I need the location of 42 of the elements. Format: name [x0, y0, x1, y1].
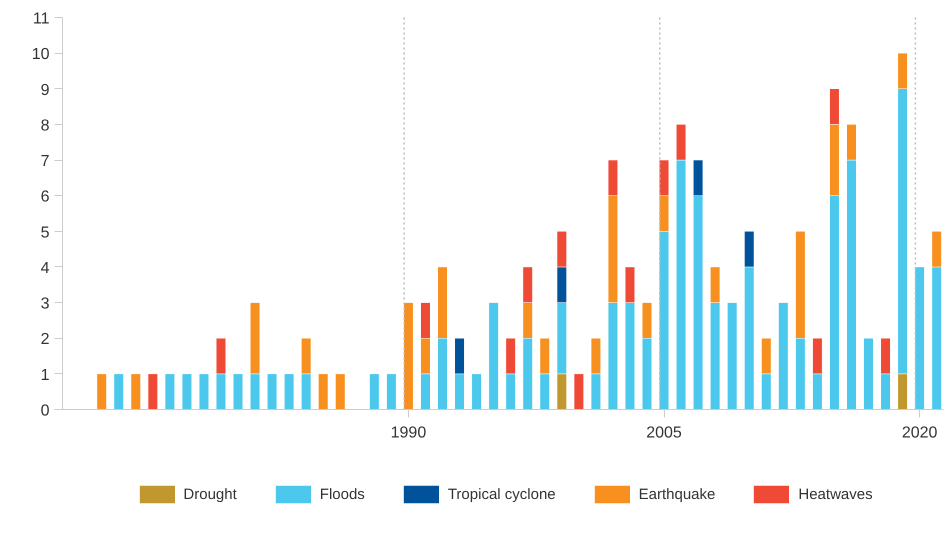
bar — [864, 338, 874, 410]
y-tick-label: 8 — [40, 117, 50, 134]
x-tick-label: 1990 — [390, 424, 426, 442]
x-tick-label: 2020 — [902, 424, 938, 442]
bar — [182, 374, 192, 410]
bar — [284, 374, 294, 410]
bar — [130, 374, 141, 410]
bar — [96, 374, 107, 410]
y-tick-label: 11 — [32, 10, 50, 28]
bar — [148, 374, 158, 410]
bar — [574, 374, 584, 410]
y-tick-label: 5 — [40, 224, 50, 242]
y-tick-label: 3 — [40, 296, 50, 313]
x-tick-label: 2005 — [646, 424, 682, 442]
legend-label: Heatwaves — [798, 486, 873, 502]
legend-label: Floods — [320, 486, 365, 502]
y-tick-label: 1 — [40, 366, 50, 384]
bar — [778, 302, 788, 410]
bar — [164, 374, 175, 410]
y-tick-label: 6 — [40, 188, 50, 206]
bar — [488, 302, 499, 410]
bar — [267, 374, 278, 410]
bar — [198, 374, 209, 410]
y-tick-label: 7 — [40, 153, 50, 170]
bar — [403, 302, 414, 410]
y-tick-label: 2 — [40, 331, 50, 348]
bar — [335, 374, 346, 410]
bar — [914, 266, 925, 410]
y-tick-label: 0 — [40, 402, 50, 420]
bar — [232, 374, 244, 410]
y-tick-label: 4 — [40, 260, 50, 277]
bar — [369, 374, 380, 410]
bar — [386, 374, 396, 410]
legend-label: Earthquake — [638, 486, 716, 502]
legend-label: Tropical cyclone — [448, 486, 556, 502]
bar — [472, 374, 482, 410]
y-tick-label: 10 — [32, 46, 50, 64]
bar — [114, 374, 124, 410]
bar — [727, 302, 738, 410]
bar — [318, 374, 328, 410]
legend-label: Drought — [183, 486, 237, 502]
y-tick-label: 9 — [40, 82, 50, 99]
